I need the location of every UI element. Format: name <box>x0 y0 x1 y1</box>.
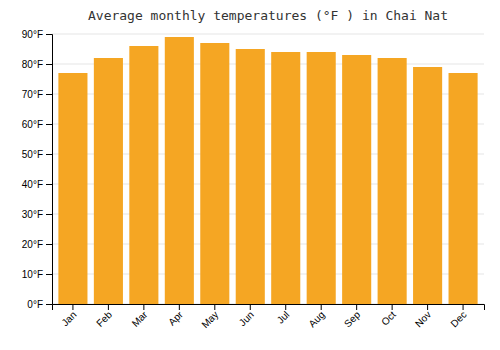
tick: 70°F <box>22 89 52 100</box>
x-axis: Jan Feb Mar Apr May Jun Jul Aug Sep Oct Nov Dec <box>53 304 485 330</box>
tick: Mar <box>130 304 150 329</box>
tick-label: Jul <box>275 309 292 326</box>
tick: 90°F <box>22 29 52 40</box>
bar <box>58 73 87 304</box>
tick-mark <box>463 304 464 310</box>
tick: May <box>199 304 220 330</box>
tick: Dec <box>448 304 468 329</box>
title: Average monthly temperatures (°F ) in Ch… <box>88 8 448 23</box>
tick-mark <box>46 34 52 35</box>
tick-mark <box>250 304 251 310</box>
bar <box>449 73 478 304</box>
tick-label: 60°F <box>22 119 43 130</box>
tick: Jan <box>59 304 78 328</box>
tick-label: Oct <box>379 309 398 328</box>
tick-mark <box>427 304 428 310</box>
tick-label: Aug <box>306 309 326 329</box>
tick-label: 80°F <box>22 59 43 70</box>
bar <box>236 49 265 304</box>
tick: 80°F <box>22 59 52 70</box>
tick-label: Dec <box>448 309 468 329</box>
tick-mark <box>46 214 52 215</box>
tick-label: 20°F <box>22 239 43 250</box>
bars <box>58 37 477 304</box>
tick: Aug <box>306 304 326 329</box>
tick-label: 50°F <box>22 149 43 160</box>
tick-mark <box>46 184 52 185</box>
tick-label: Apr <box>166 308 185 327</box>
tick-mark <box>285 304 286 310</box>
bar <box>271 52 300 304</box>
tick: 0°F <box>27 299 52 310</box>
tick: Jun <box>237 304 256 328</box>
tick-mark <box>321 304 322 310</box>
bar <box>165 37 194 304</box>
tick-label: Mar <box>130 308 150 328</box>
tick-mark <box>46 94 52 95</box>
tick: Sep <box>342 304 363 329</box>
tick: 10°F <box>22 269 52 280</box>
tick-mark <box>46 304 52 305</box>
tick-mark <box>143 304 144 310</box>
tick-mark <box>72 304 73 310</box>
tick: Feb <box>94 304 114 329</box>
tick-mark <box>392 304 393 310</box>
tick-label: May <box>199 309 220 330</box>
tick: 50°F <box>22 149 52 160</box>
tick-mark <box>46 244 52 245</box>
tick: Jul <box>275 304 292 326</box>
tick: 40°F <box>22 179 52 190</box>
tick-label: Nov <box>413 309 433 329</box>
tick: 20°F <box>22 239 52 250</box>
tick-label: 70°F <box>22 89 43 100</box>
tick-mark <box>46 64 52 65</box>
tick-label: Jan <box>59 309 78 328</box>
tick-mark <box>46 124 52 125</box>
axis-line <box>46 35 53 305</box>
grid <box>52 34 484 304</box>
tick-label: 40°F <box>22 179 43 190</box>
chart: 0°F 10°F 20°F 30°F 40°F 50°F 60°F 70°F 80°F 90°F J… <box>0 0 500 350</box>
bar <box>129 46 158 304</box>
bar <box>342 55 371 304</box>
tick-label: 30°F <box>22 209 43 220</box>
tick-label: 0°F <box>27 299 43 310</box>
bar <box>378 58 407 304</box>
tick-mark <box>356 304 357 310</box>
tick: Nov <box>413 304 433 329</box>
bar <box>94 58 123 304</box>
bar <box>413 67 442 304</box>
tick-label: 90°F <box>22 29 43 40</box>
tick-label: Sep <box>342 309 363 330</box>
grid-line <box>52 34 484 35</box>
tick: 30°F <box>22 209 52 220</box>
tick-mark <box>214 304 215 310</box>
tick-mark <box>108 304 109 310</box>
bar <box>307 52 336 304</box>
axis-line <box>53 305 485 311</box>
tick-label: 10°F <box>22 269 43 280</box>
tick-label: Jun <box>237 309 256 328</box>
tick-mark <box>46 154 52 155</box>
tick: 60°F <box>22 119 52 130</box>
tick-mark <box>46 274 52 275</box>
tick-mark <box>179 304 180 310</box>
tick: Apr <box>166 304 185 328</box>
tick: Oct <box>379 304 398 328</box>
tick-label: Feb <box>94 309 114 329</box>
y-axis: 0°F 10°F 20°F 30°F 40°F 50°F 60°F 70°F 80°F 90°F <box>22 29 53 310</box>
bar <box>200 43 229 304</box>
